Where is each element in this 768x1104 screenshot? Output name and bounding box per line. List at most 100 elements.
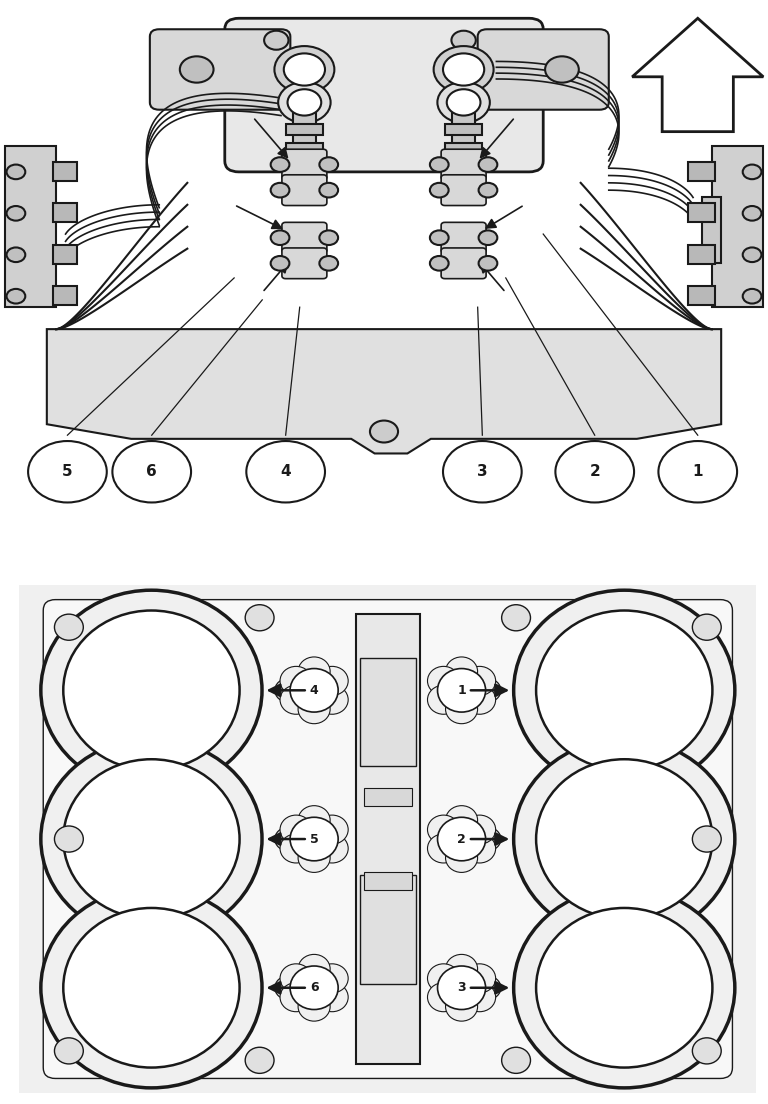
Circle shape: [290, 669, 338, 712]
Circle shape: [278, 82, 330, 123]
FancyBboxPatch shape: [441, 248, 486, 278]
FancyBboxPatch shape: [282, 174, 327, 205]
Circle shape: [28, 440, 107, 502]
Circle shape: [430, 231, 449, 245]
Circle shape: [55, 614, 83, 640]
Text: 1: 1: [457, 683, 466, 697]
Text: 5: 5: [62, 465, 73, 479]
Circle shape: [290, 966, 338, 1009]
Circle shape: [280, 667, 312, 696]
Circle shape: [743, 206, 761, 221]
Circle shape: [514, 888, 735, 1087]
Circle shape: [464, 686, 495, 714]
Circle shape: [280, 815, 312, 845]
Circle shape: [464, 667, 495, 696]
Bar: [356, 614, 420, 1064]
Circle shape: [478, 157, 498, 172]
Circle shape: [536, 760, 713, 919]
Circle shape: [7, 289, 25, 304]
Bar: [286, 142, 323, 153]
Bar: [688, 286, 714, 305]
Circle shape: [63, 760, 240, 919]
Circle shape: [743, 164, 761, 179]
Circle shape: [502, 605, 531, 630]
Bar: [54, 203, 77, 222]
Circle shape: [658, 440, 737, 502]
Bar: [688, 244, 714, 264]
Bar: [445, 142, 482, 153]
Circle shape: [63, 907, 240, 1068]
Circle shape: [316, 983, 348, 1011]
Bar: [364, 872, 412, 890]
Circle shape: [41, 739, 262, 940]
FancyBboxPatch shape: [441, 149, 486, 180]
Circle shape: [430, 256, 449, 270]
Bar: [359, 658, 416, 766]
Text: 1: 1: [693, 465, 703, 479]
Bar: [54, 286, 77, 305]
Circle shape: [319, 183, 338, 198]
Circle shape: [693, 826, 721, 852]
Circle shape: [298, 657, 330, 686]
FancyBboxPatch shape: [225, 19, 543, 172]
Circle shape: [693, 614, 721, 640]
Circle shape: [275, 827, 300, 851]
Circle shape: [298, 954, 330, 984]
Circle shape: [55, 826, 83, 852]
Circle shape: [180, 56, 214, 83]
Circle shape: [743, 247, 761, 262]
Circle shape: [475, 827, 501, 851]
Text: 3: 3: [477, 465, 488, 479]
Circle shape: [514, 739, 735, 940]
Circle shape: [247, 440, 325, 502]
Circle shape: [41, 888, 262, 1087]
Polygon shape: [632, 19, 763, 131]
Circle shape: [434, 46, 494, 93]
Circle shape: [430, 157, 449, 172]
Circle shape: [319, 231, 338, 245]
Circle shape: [428, 964, 459, 992]
Circle shape: [514, 591, 735, 790]
Circle shape: [298, 694, 330, 724]
Circle shape: [270, 256, 290, 270]
Circle shape: [316, 834, 348, 863]
Text: 6: 6: [310, 981, 319, 995]
Circle shape: [428, 667, 459, 696]
Circle shape: [447, 89, 481, 116]
Circle shape: [290, 817, 338, 861]
Circle shape: [430, 183, 449, 198]
Polygon shape: [47, 329, 721, 454]
Bar: [54, 161, 77, 181]
Circle shape: [445, 843, 478, 872]
Circle shape: [445, 992, 478, 1021]
FancyBboxPatch shape: [282, 149, 327, 180]
Circle shape: [443, 53, 484, 86]
Circle shape: [743, 289, 761, 304]
Circle shape: [316, 815, 348, 845]
Circle shape: [443, 440, 521, 502]
FancyBboxPatch shape: [7, 574, 768, 1104]
Bar: [5, 146, 56, 307]
Circle shape: [478, 231, 498, 245]
Circle shape: [280, 686, 312, 714]
Circle shape: [478, 256, 498, 270]
Circle shape: [270, 157, 290, 172]
Text: 4: 4: [310, 683, 319, 697]
Text: 2: 2: [457, 832, 466, 846]
Circle shape: [7, 164, 25, 179]
Circle shape: [287, 89, 321, 116]
Circle shape: [475, 679, 501, 702]
Circle shape: [445, 657, 478, 686]
Circle shape: [475, 976, 501, 999]
Bar: [364, 788, 412, 806]
Text: 2: 2: [589, 465, 600, 479]
Bar: [286, 125, 323, 136]
FancyBboxPatch shape: [478, 29, 609, 109]
Circle shape: [245, 1048, 274, 1073]
Circle shape: [298, 992, 330, 1021]
Circle shape: [316, 686, 348, 714]
Circle shape: [428, 834, 459, 863]
Circle shape: [316, 964, 348, 992]
FancyBboxPatch shape: [441, 174, 486, 205]
Circle shape: [280, 983, 312, 1011]
